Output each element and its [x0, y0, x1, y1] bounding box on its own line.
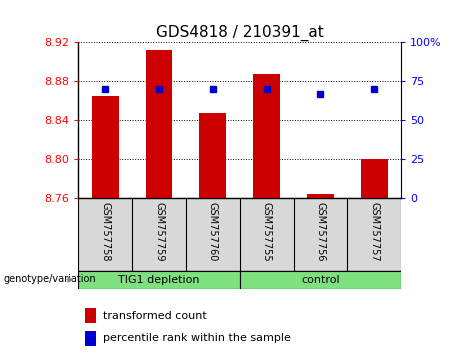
Bar: [85, 308, 96, 323]
Title: GDS4818 / 210391_at: GDS4818 / 210391_at: [156, 25, 324, 41]
Text: GSM757756: GSM757756: [315, 202, 325, 261]
Bar: [199, 113, 226, 198]
Bar: [78, 271, 240, 289]
Text: GSM757760: GSM757760: [208, 202, 218, 261]
Bar: [146, 50, 172, 198]
Text: control: control: [301, 275, 340, 285]
Bar: [85, 331, 96, 346]
Text: transformed count: transformed count: [103, 311, 207, 321]
Text: genotype/variation: genotype/variation: [4, 274, 96, 284]
Bar: [240, 271, 401, 289]
Text: GSM757757: GSM757757: [369, 202, 379, 262]
Bar: [92, 96, 118, 198]
Bar: [253, 74, 280, 198]
Text: percentile rank within the sample: percentile rank within the sample: [103, 333, 291, 343]
Text: GSM757755: GSM757755: [261, 202, 272, 262]
Text: GSM757759: GSM757759: [154, 202, 164, 261]
Bar: [361, 159, 388, 198]
Text: GSM757758: GSM757758: [100, 202, 110, 261]
Bar: [307, 194, 334, 198]
Text: TIG1 depletion: TIG1 depletion: [118, 275, 200, 285]
